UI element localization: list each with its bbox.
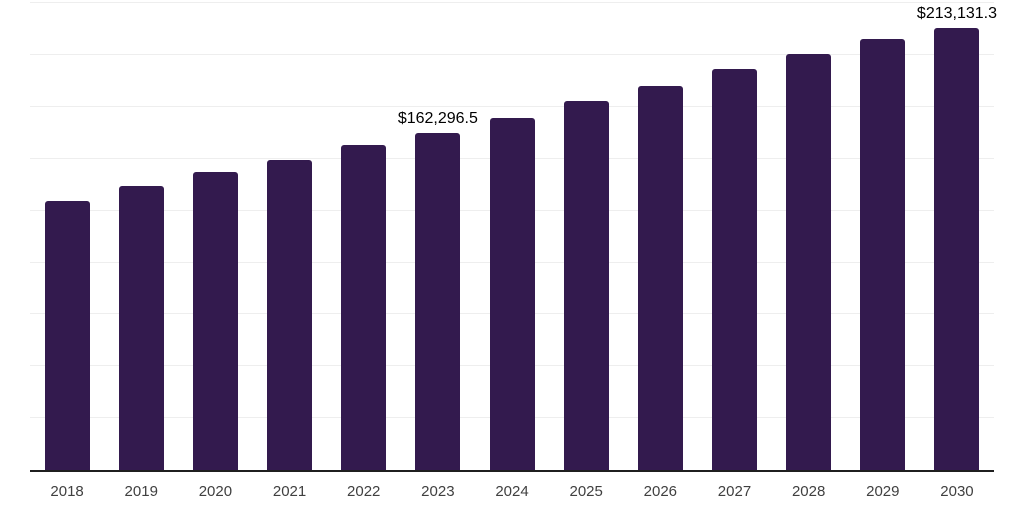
- bar-slot: 2019: [104, 0, 178, 500]
- bar-slot: $213,131.3 2030: [916, 0, 997, 500]
- gridline: [30, 106, 994, 108]
- bar-value-label: $162,296.5: [397, 110, 478, 128]
- bar: [489, 118, 535, 470]
- x-tick-label: 2023: [421, 483, 455, 500]
- x-tick-label: 2018: [50, 483, 84, 500]
- x-tick-label: 2027: [717, 483, 752, 500]
- bar-slot: 2026: [623, 0, 697, 500]
- x-tick-label: 2028: [791, 483, 826, 500]
- bar: [563, 100, 609, 470]
- bar-slot: 2020: [178, 0, 252, 500]
- bar-slot: 2028: [772, 0, 846, 500]
- bar: [415, 133, 461, 470]
- x-tick-label: 2025: [569, 483, 603, 500]
- bar: [118, 185, 164, 470]
- bar: [637, 86, 683, 470]
- x-tick-label: 2024: [495, 483, 529, 500]
- bar: [786, 54, 832, 470]
- x-tick-label: 2030: [940, 483, 974, 500]
- bar: [267, 159, 313, 470]
- x-tick-label: 2026: [643, 483, 678, 500]
- bar-slot: 2025: [549, 0, 623, 500]
- gridline: [30, 54, 994, 56]
- bars-row: 2018 2019 2020 2021 2022 $162,296.5 2023 2024 20…: [30, 0, 997, 500]
- bar-slot: $162,296.5 2023: [397, 0, 478, 500]
- bar-slot: 2029: [846, 0, 920, 500]
- bar: [860, 38, 906, 470]
- bar-slot: 2027: [697, 0, 771, 500]
- x-tick-label: 2021: [272, 483, 307, 500]
- bar-slot: 2022: [327, 0, 401, 500]
- x-tick-label: 2029: [866, 483, 900, 500]
- gridline: [30, 2, 994, 4]
- bar-value-label: $213,131.3: [916, 4, 997, 22]
- bar: [341, 145, 387, 470]
- bar: [711, 68, 757, 470]
- x-tick-label: 2022: [347, 483, 381, 500]
- x-tick-label: 2020: [198, 483, 233, 500]
- bar-slot: 2018: [30, 0, 104, 500]
- bar: [934, 27, 980, 470]
- bar-slot: 2021: [252, 0, 326, 500]
- x-tick-label: 2019: [124, 483, 158, 500]
- bar-slot: 2024: [475, 0, 549, 500]
- bar: [44, 201, 90, 470]
- bar: [192, 172, 238, 470]
- plot-area: 2018 2019 2020 2021 2022 $162,296.5 2023 2024 20…: [30, 0, 997, 500]
